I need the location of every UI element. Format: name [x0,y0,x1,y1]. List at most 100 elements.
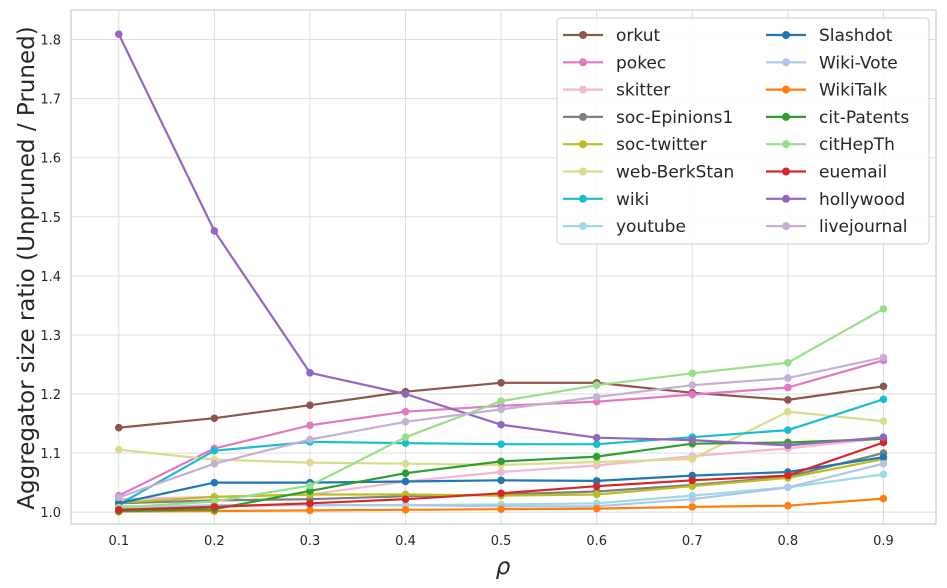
x-tick-label: 0.1 [108,534,129,549]
y-tick-label: 1.5 [40,211,61,226]
data-point [306,421,314,430]
data-point [784,374,792,382]
data-point [688,436,697,444]
x-tick-label: 0.6 [586,534,607,549]
data-point [879,494,888,503]
data-point [688,495,697,503]
data-point [114,445,123,454]
data-point [592,440,601,449]
data-point [401,407,410,416]
data-point [497,468,505,476]
legend-label: skitter [616,81,670,101]
x-tick-label: 0.9 [873,534,894,549]
legend-entry: Slashdot [766,26,893,46]
data-point [784,483,792,492]
data-point [879,305,888,313]
legend-swatch-marker [579,194,587,203]
data-point [592,452,601,461]
data-point [306,481,314,490]
data-point [306,506,314,515]
data-point [688,482,697,490]
legend-entry: skitter [563,81,670,101]
data-point [784,358,792,367]
legend-swatch-marker [579,58,587,67]
legend-entry: hollywood [766,190,905,210]
data-point [879,470,888,479]
legend-swatch-marker [782,140,790,149]
data-point [497,505,505,514]
data-point [210,503,219,511]
legend-entry: soc-twitter [563,135,707,155]
data-point [210,446,219,455]
data-point [688,381,697,389]
y-tick-label: 1.8 [40,34,61,49]
data-point [592,458,601,466]
legend-swatch-marker [579,85,587,94]
legend-swatch-marker [579,140,587,149]
data-point [497,405,505,414]
legend-entry: citHepTh [766,135,895,155]
data-point [592,477,601,485]
y-tick-label: 1.7 [40,93,61,108]
legend-entry: youtube [563,217,686,237]
y-tick-label: 1.3 [40,329,61,344]
legend-label: euemail [819,163,887,183]
legend-swatch-marker [579,31,587,39]
legend-entry: livejournal [766,217,907,237]
legend-swatch-marker [782,31,790,39]
legend: orkut pokec skitter soc-Epinions1 soc-twitte… [556,17,930,245]
x-tick-labels: 0.1 0.2 0.3 0.4 0.5 0.6 0.7 0.8 0.9 [108,534,893,549]
data-point [401,469,410,477]
legend-entry: wiki [563,190,649,210]
y-tick-labels: 1.0 1.1 1.2 1.3 1.4 1.5 1.6 1.7 1.8 [40,34,61,522]
data-point [210,459,219,468]
x-tick-label: 0.2 [204,534,225,549]
x-tick-label: 0.4 [395,534,416,549]
legend-swatch-marker [782,194,790,203]
data-point [688,503,697,511]
series-citHepTh [114,305,888,512]
legend-label: pokec [616,53,666,73]
data-point [784,407,792,416]
data-point [306,487,314,495]
data-point [401,506,410,514]
data-point [114,30,123,39]
data-point [114,493,123,502]
legend-entry: web-BerkStan [563,163,734,183]
data-point [401,459,410,468]
data-point [784,426,792,434]
legend-label: Slashdot [819,26,893,46]
data-point [210,497,219,506]
data-point [497,476,505,485]
y-tick-label: 1.6 [40,152,61,167]
data-point [401,390,410,398]
legend-label: soc-twitter [616,135,707,155]
data-point [210,227,219,235]
data-point [497,489,505,498]
data-point [306,435,314,444]
data-point [401,433,410,441]
data-point [497,440,505,449]
data-point [592,433,601,442]
legend-label: youtube [616,217,686,237]
data-point [879,438,888,447]
legend-label: soc-Epinions1 [616,108,733,128]
data-point [592,482,601,490]
legend-swatch-marker [782,222,790,231]
data-point [879,459,888,468]
data-point [879,453,888,462]
x-tick-label: 0.3 [300,534,321,549]
y-axis-label: Aggregator size ratio (Unpruned / Pruned… [14,26,40,509]
data-point [592,393,601,401]
data-point [879,433,888,441]
series-lines [114,30,888,516]
legend-swatch-marker [579,167,587,176]
series-euemail [114,438,888,514]
x-tick-label: 0.7 [682,534,703,549]
x-axis-label: ρ [496,554,511,580]
data-point [306,499,314,508]
data-point [592,504,601,513]
data-point [210,414,219,423]
series-livejournal [114,353,888,502]
legend-entry: soc-Epinions1 [563,108,733,128]
